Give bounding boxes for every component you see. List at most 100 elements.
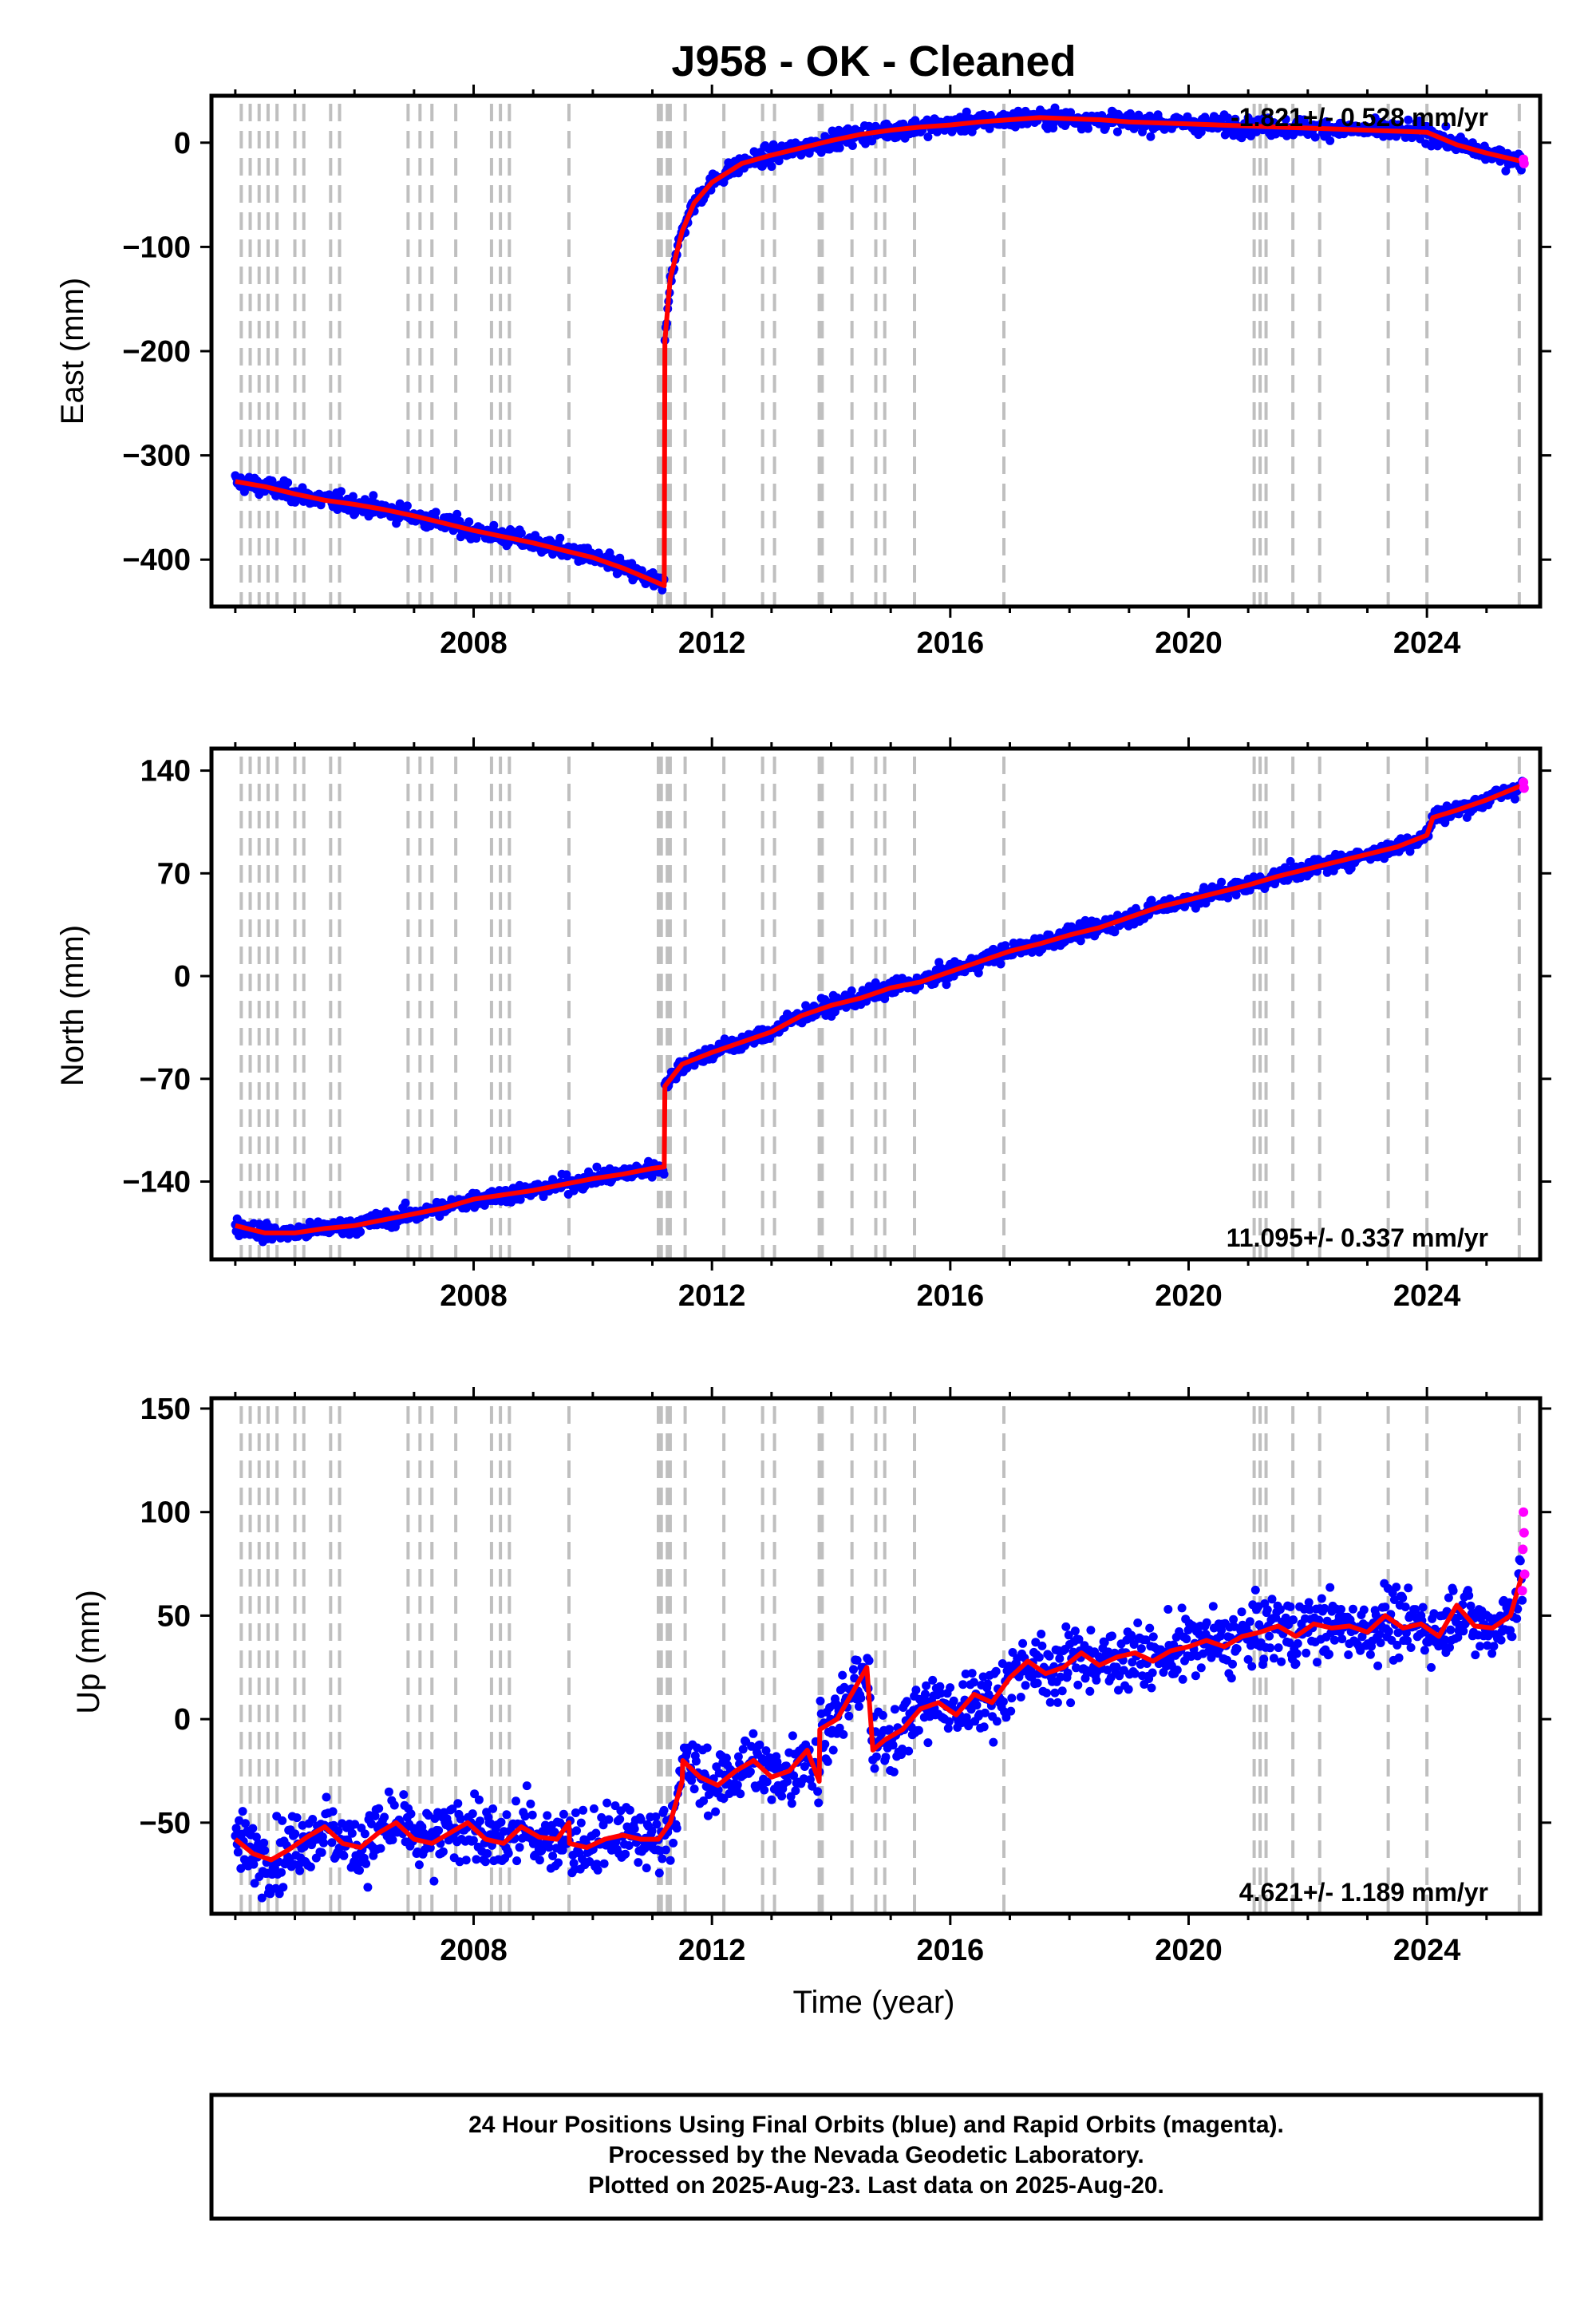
- up-data-point: [791, 1786, 800, 1796]
- up-data-point: [604, 1815, 614, 1824]
- up-data-point: [1064, 1630, 1073, 1640]
- up-data-point: [1148, 1668, 1157, 1678]
- up-data-point: [943, 1724, 953, 1733]
- up-data-point: [1245, 1617, 1254, 1626]
- up-data-point: [980, 1708, 990, 1717]
- up-data-point: [721, 1753, 731, 1763]
- up-data-point: [642, 1863, 651, 1873]
- up-data-point: [1403, 1636, 1412, 1646]
- up-data-point: [295, 1866, 305, 1875]
- up-data-point: [1045, 1651, 1054, 1661]
- up-data-point: [1247, 1662, 1257, 1671]
- up-rapid-orbit-point-2: [1518, 1544, 1528, 1555]
- up-data-point: [936, 1689, 946, 1698]
- up-data-point: [885, 1725, 894, 1734]
- up-data-point: [1289, 1615, 1298, 1625]
- up-data-point: [1466, 1601, 1476, 1611]
- up-data-point: [1066, 1698, 1076, 1708]
- east-data-point: [283, 478, 293, 488]
- up-data-point: [661, 1845, 670, 1855]
- footer-line-3: Plotted on 2025-Aug-23. Last data on 202…: [588, 2172, 1164, 2199]
- east-data-point: [555, 533, 565, 543]
- up-data-point: [813, 1787, 823, 1796]
- up-data-point: [374, 1804, 384, 1813]
- up-data-point: [1085, 1686, 1095, 1696]
- up-data-point: [250, 1879, 259, 1888]
- east-y-tick-label: −100: [122, 231, 191, 264]
- north-x-tick-label: 2012: [678, 1279, 746, 1313]
- up-data-point: [1042, 1688, 1052, 1697]
- north-y-tick-label: 0: [174, 960, 191, 994]
- up-data-point: [767, 1795, 776, 1804]
- up-x-tick-label: 2016: [917, 1934, 985, 1967]
- up-data-point: [593, 1865, 602, 1875]
- east-data-point: [1400, 132, 1410, 142]
- up-data-point: [1228, 1659, 1237, 1669]
- north-y-tick-label: −140: [122, 1166, 191, 1199]
- up-data-point: [308, 1815, 318, 1824]
- up-data-point: [1053, 1697, 1062, 1707]
- up-data-point: [1114, 1686, 1123, 1695]
- north-data-point: [1286, 856, 1295, 866]
- up-data-point: [350, 1820, 360, 1829]
- footer-line-1: 24 Hour Positions Using Final Orbits (bl…: [468, 2112, 1284, 2138]
- north-x-tick-label: 2024: [1393, 1279, 1461, 1313]
- up-data-point: [1444, 1593, 1453, 1603]
- up-data-point: [1250, 1585, 1260, 1595]
- up-data-point: [923, 1738, 933, 1748]
- up-data-point: [733, 1780, 742, 1789]
- north-data-point: [401, 1198, 410, 1207]
- up-data-point: [1375, 1630, 1385, 1639]
- up-data-point: [1018, 1638, 1028, 1648]
- up-data-point: [747, 1741, 757, 1751]
- up-y-tick-label: 50: [157, 1599, 191, 1633]
- east-y-tick-label: −300: [122, 440, 191, 473]
- up-data-point: [1262, 1605, 1272, 1614]
- up-data-point: [249, 1860, 259, 1869]
- up-data-point: [844, 1711, 854, 1721]
- up-data-point: [738, 1745, 748, 1754]
- up-data-point: [370, 1812, 380, 1820]
- up-data-point: [1259, 1654, 1269, 1664]
- up-data-point: [248, 1824, 258, 1833]
- up-data-point: [259, 1838, 269, 1848]
- up-data-point: [1420, 1646, 1429, 1655]
- up-rapid-orbit-point-0: [1519, 1507, 1529, 1517]
- up-data-point: [388, 1835, 397, 1844]
- up-data-point: [483, 1849, 492, 1858]
- up-data-point: [1008, 1648, 1017, 1657]
- up-data-point: [983, 1679, 993, 1689]
- north-data-point: [942, 980, 951, 990]
- up-data-point: [849, 1665, 858, 1674]
- up-data-point: [384, 1787, 393, 1796]
- up-data-point: [576, 1818, 586, 1828]
- up-data-point: [434, 1826, 444, 1836]
- up-data-point: [361, 1859, 371, 1868]
- up-data-point: [504, 1848, 513, 1858]
- up-data-point: [1057, 1686, 1067, 1696]
- up-data-point: [856, 1694, 866, 1703]
- east-data-point: [1325, 136, 1335, 145]
- up-data-point: [1313, 1658, 1321, 1667]
- up-data-point: [1286, 1602, 1295, 1611]
- up-data-point: [319, 1838, 328, 1848]
- up-data-point: [659, 1805, 669, 1815]
- up-data-point: [1325, 1650, 1333, 1659]
- up-data-point: [257, 1893, 267, 1903]
- north-plot-frame: [209, 746, 1543, 1262]
- up-data-point: [805, 1775, 815, 1784]
- up-data-point: [559, 1809, 568, 1819]
- up-data-point: [1411, 1605, 1420, 1614]
- up-data-point: [1404, 1583, 1413, 1593]
- up-x-tick-label: 2020: [1155, 1934, 1223, 1967]
- up-data-point: [1344, 1650, 1353, 1659]
- up-data-point: [634, 1858, 643, 1867]
- up-data-point: [1056, 1672, 1065, 1682]
- up-data-point: [231, 1824, 241, 1833]
- up-data-point: [1401, 1628, 1411, 1638]
- east-y-tick-label: 0: [174, 127, 191, 160]
- up-data-point: [666, 1856, 675, 1865]
- east-model-line: [235, 115, 1523, 588]
- east-y-tick-label: −400: [122, 543, 191, 577]
- up-data-point: [1147, 1683, 1156, 1693]
